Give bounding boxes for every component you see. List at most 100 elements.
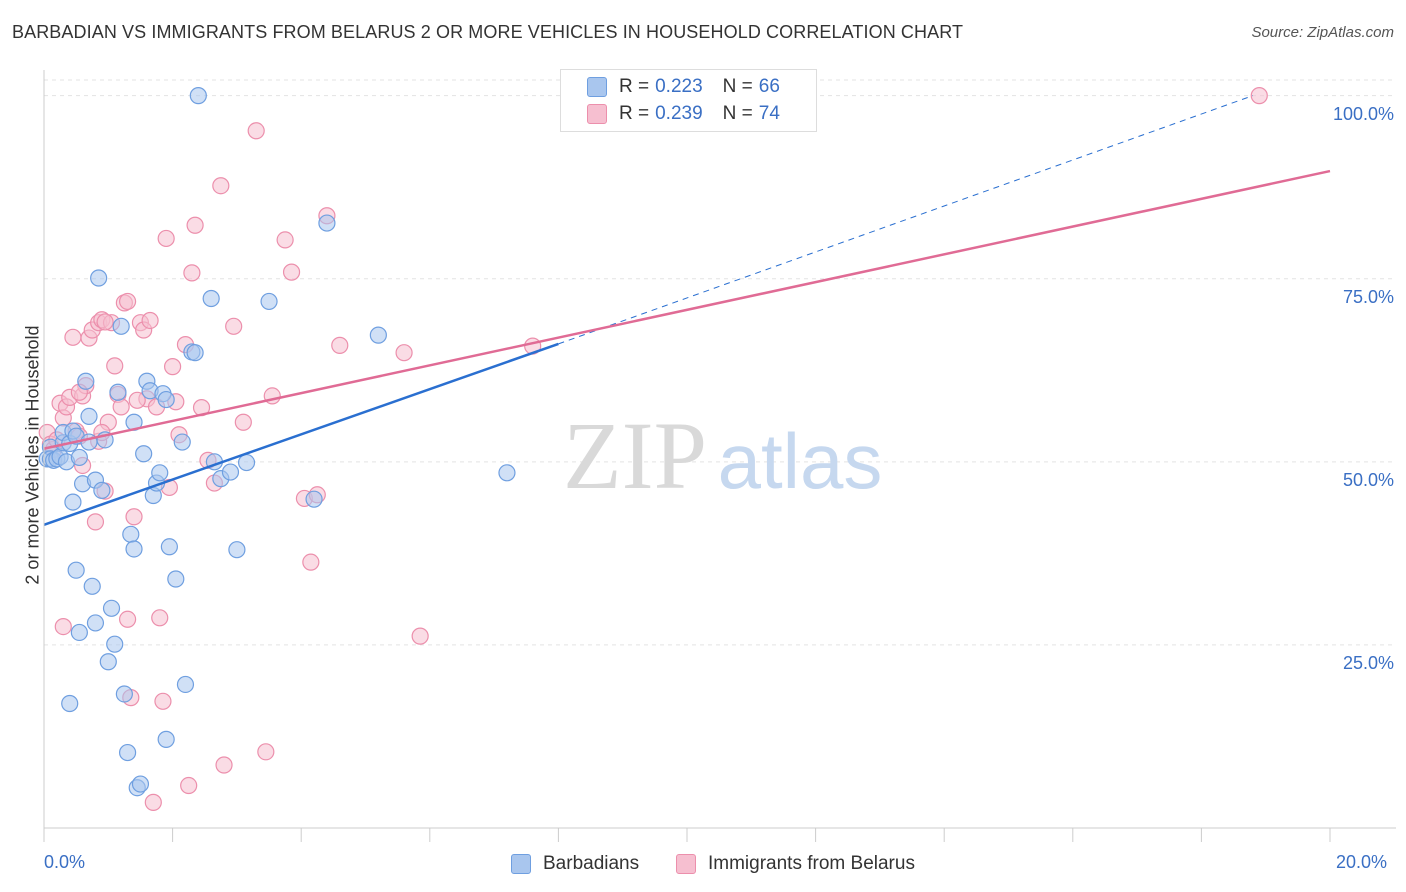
grid-lines	[44, 79, 1396, 646]
data-point	[331, 336, 349, 354]
data-point	[106, 635, 124, 653]
chart-title: BARBADIAN VS IMMIGRANTS FROM BELARUS 2 O…	[12, 22, 964, 42]
data-point	[151, 609, 169, 627]
data-point	[176, 675, 195, 694]
data-point	[186, 216, 204, 234]
data-point	[411, 627, 429, 645]
data-point	[260, 292, 278, 311]
trend-line-barbadians-extension	[558, 95, 1254, 345]
legend-r-label: R =	[619, 103, 650, 124]
data-point	[154, 692, 172, 710]
data-point	[157, 730, 175, 748]
data-point	[183, 264, 201, 282]
data-point	[276, 231, 294, 249]
data-point	[128, 391, 146, 409]
data-point	[157, 229, 175, 248]
legend-n-value: 74	[758, 103, 780, 124]
data-point	[54, 617, 72, 636]
data-point	[125, 508, 143, 526]
series-barbadians-points	[38, 87, 516, 797]
legend-n-label: N =	[722, 103, 753, 124]
data-point	[70, 623, 88, 642]
data-point	[90, 269, 108, 287]
bottom-legend-swatch-pink	[676, 854, 696, 874]
data-point	[369, 326, 387, 344]
stats-legend: R = 0.223 N = 66 R = 0.239 N = 74	[560, 69, 817, 132]
watermark-atlas: atlas	[718, 417, 883, 505]
data-point	[160, 538, 178, 556]
data-point	[167, 570, 185, 588]
data-point	[77, 372, 95, 390]
y-tick-label: 25.0%	[1342, 652, 1394, 673]
data-point	[202, 289, 220, 308]
legend-swatch-blue	[587, 77, 607, 97]
data-point	[122, 525, 140, 543]
data-point	[247, 122, 265, 140]
legend-n-label: N =	[722, 76, 753, 97]
data-point	[99, 653, 117, 671]
data-point	[225, 317, 243, 335]
data-point	[282, 263, 301, 281]
bottom-legend-swatch-blue	[511, 854, 531, 874]
data-point	[125, 540, 143, 558]
data-point	[64, 328, 82, 346]
y-tick-label: 75.0%	[1342, 286, 1394, 307]
data-point	[221, 463, 240, 481]
x-axis-ticks	[43, 828, 1331, 842]
data-point	[151, 464, 169, 482]
legend-r-value: 0.223	[655, 76, 703, 97]
data-point	[115, 685, 133, 703]
data-point	[237, 453, 256, 472]
data-point	[131, 775, 150, 793]
trend-line-barbadians	[43, 342, 559, 526]
trend-lines	[43, 95, 1331, 526]
data-point	[257, 743, 275, 761]
legend-swatch-pink	[587, 104, 607, 124]
data-point	[102, 599, 121, 617]
data-point	[141, 311, 159, 330]
data-point	[109, 383, 127, 401]
bottom-legend-label: Immigrants from Belarus	[708, 853, 915, 874]
data-point	[70, 448, 88, 467]
data-point	[234, 413, 252, 431]
data-point	[189, 87, 207, 105]
data-point	[112, 317, 130, 335]
data-point	[83, 577, 101, 595]
legend-r-value: 0.239	[655, 103, 703, 124]
data-point	[67, 561, 85, 579]
data-point	[305, 490, 323, 508]
data-point	[64, 493, 82, 511]
data-point	[112, 398, 130, 416]
x-tick-min: 0.0%	[44, 852, 86, 872]
data-point	[318, 214, 336, 232]
data-point	[118, 610, 137, 628]
data-point	[96, 313, 114, 331]
source-label: Source: ZipAtlas.com	[1251, 24, 1394, 41]
trend-line-belarus	[43, 169, 1331, 450]
bottom-legend-label: Barbadians	[543, 853, 640, 874]
data-point	[212, 177, 230, 195]
data-point	[228, 541, 246, 559]
data-point	[86, 513, 105, 531]
data-point	[61, 694, 79, 713]
data-point	[302, 553, 320, 571]
data-point	[498, 464, 516, 482]
legend-row-belarus: R = 0.239 N = 74	[587, 102, 780, 126]
data-point	[157, 390, 175, 409]
legend-r-label: R =	[619, 76, 650, 97]
data-point	[144, 793, 162, 811]
data-point	[118, 743, 137, 762]
data-point	[135, 445, 153, 463]
y-tick-label: 50.0%	[1342, 469, 1394, 490]
data-point	[80, 407, 98, 426]
watermark-zip: ZIP	[563, 402, 707, 509]
data-point	[93, 481, 111, 499]
bottom-legend-belarus: Immigrants from Belarus	[676, 852, 915, 876]
data-point	[118, 292, 137, 311]
data-point	[164, 358, 182, 376]
legend-n-value: 66	[758, 76, 780, 97]
data-point	[395, 344, 413, 362]
bottom-legend-barbadians: Barbadians	[511, 852, 639, 876]
data-point	[215, 756, 233, 774]
